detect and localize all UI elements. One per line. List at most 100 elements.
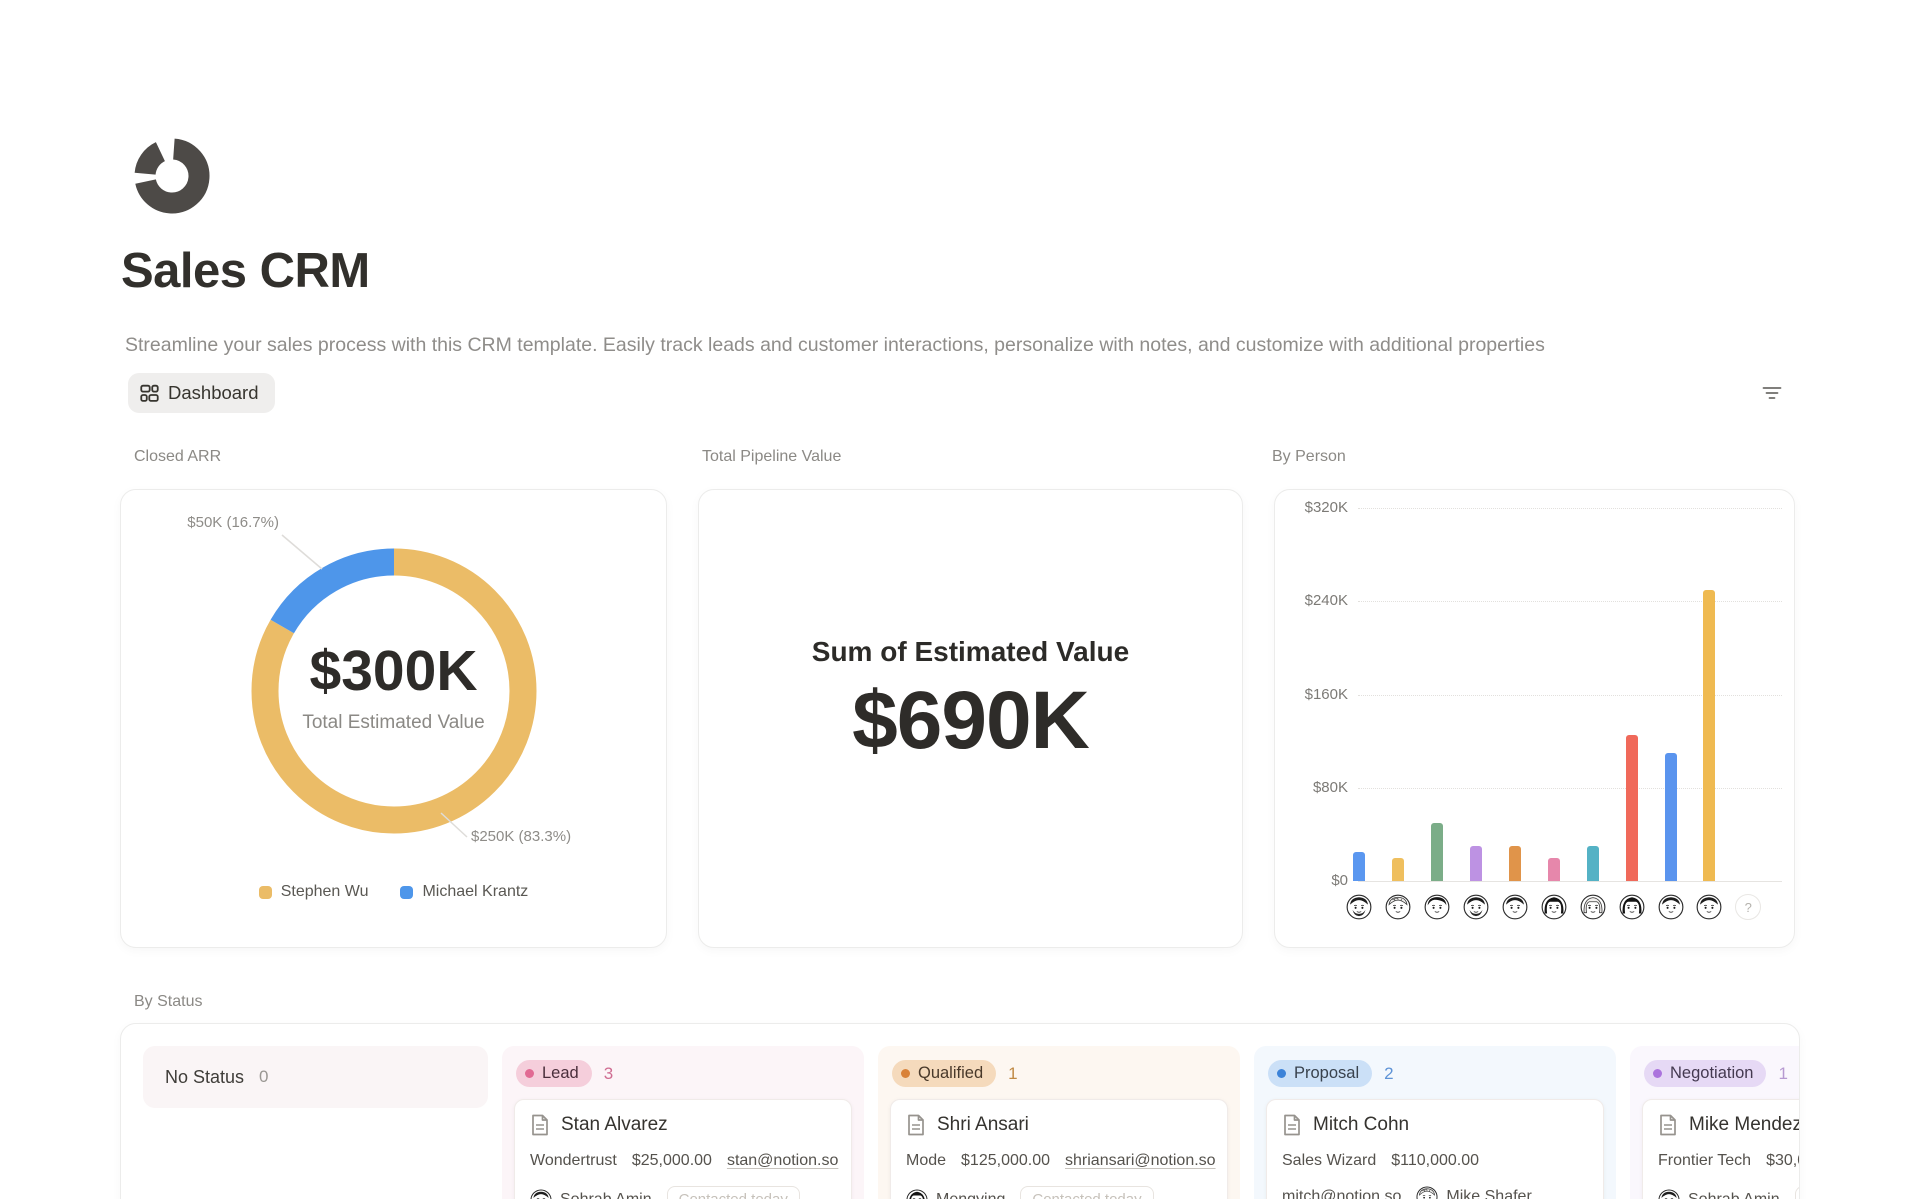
person-name: Sohrab Amin [1688, 1190, 1780, 1199]
by-person-card: $0 $80K $160K $240K $320K? [1274, 489, 1795, 948]
column-count: 3 [603, 1063, 614, 1083]
person-avatar [1416, 1186, 1438, 1199]
kanban-column-no-status[interactable]: No Status 0 [143, 1046, 488, 1108]
x-axis-avatar [1541, 894, 1567, 920]
legend-swatch [400, 885, 414, 899]
legend-swatch [258, 885, 272, 899]
page-title: Sales CRM [121, 244, 370, 298]
bar-person-10 [1703, 589, 1716, 881]
column-count: 1 [1008, 1063, 1018, 1083]
card-title: Mike Mendez [1689, 1114, 1800, 1135]
person-name: Mengying [936, 1190, 1006, 1199]
x-axis-avatar [1385, 894, 1411, 920]
card-property: Wondertrust [530, 1152, 617, 1169]
donut-total-label: Total Estimated Value [302, 712, 485, 733]
column-header[interactable]: Negotiation 1 [1642, 1058, 1799, 1099]
crm-card-stan-alvarez[interactable]: Stan Alvarez Wondertrust $25,000.00 stan@no… [514, 1099, 852, 1199]
status-badge[interactable]: Qualified [892, 1060, 997, 1087]
filter-button[interactable] [1756, 379, 1788, 407]
column-count: 0 [259, 1067, 269, 1086]
page-icon [908, 1114, 924, 1136]
x-axis-avatar [1658, 894, 1684, 920]
bar-person-1 [1353, 851, 1366, 881]
status-label: Proposal [1294, 1064, 1360, 1082]
status-dot-icon [901, 1069, 910, 1078]
bar-person-6 [1547, 857, 1560, 881]
card-activity-pill[interactable]: Contacted today [1794, 1186, 1799, 1199]
bar-person-5 [1508, 846, 1521, 881]
x-axis-avatar [1619, 894, 1645, 920]
legend-label: Stephen Wu [280, 883, 369, 900]
legend-item: Michael Krantz [400, 883, 528, 901]
by-status-label: By Status [134, 993, 203, 1010]
page-icon [1660, 1114, 1676, 1136]
x-axis-avatar [1696, 894, 1722, 920]
bar-person-8 [1625, 735, 1638, 881]
page-icon [532, 1114, 548, 1136]
y-axis-tick-label: $320K [1304, 499, 1348, 517]
status-dot-icon [525, 1069, 534, 1078]
page-description: Streamline your sales process with this … [125, 334, 1545, 356]
legend-item: Stephen Wu [258, 883, 369, 901]
gridline [1358, 881, 1782, 882]
card-title: Mitch Cohn [1313, 1114, 1410, 1135]
column-count: 2 [1384, 1063, 1394, 1083]
by-status-board: No Status 0 Lead 3 Stan Alvarez Wondertrust $2… [120, 1023, 1800, 1199]
closed-arr-label: Closed ARR [134, 448, 222, 465]
card-property: Mode [906, 1152, 947, 1169]
column-header[interactable]: Qualified 1 [890, 1058, 1228, 1099]
bar-person-2 [1392, 857, 1405, 881]
person-avatar [906, 1188, 928, 1199]
card-activity-pill[interactable]: Contacted today [666, 1186, 800, 1199]
status-badge[interactable]: Negotiation [1644, 1060, 1767, 1087]
status-badge[interactable]: Lead [516, 1060, 592, 1087]
tab-dashboard[interactable]: Dashboard [128, 373, 275, 413]
crm-card-shri-ansari[interactable]: Shri Ansari Mode $125,000.00 shriansari@not… [890, 1099, 1228, 1199]
donut-callout-michael: $50K (16.7%) [187, 514, 279, 531]
status-badge[interactable]: Proposal [1268, 1060, 1373, 1087]
card-property: $110,000.00 [1391, 1152, 1480, 1169]
person-name: Mike Shafer [1446, 1188, 1532, 1199]
x-axis-avatar [1346, 894, 1372, 920]
status-label: Lead [542, 1064, 579, 1082]
y-axis-tick-label: $160K [1304, 685, 1348, 703]
column-header[interactable]: Lead 3 [514, 1058, 852, 1099]
donut-callout-lines [281, 534, 468, 838]
bar-person-4 [1470, 846, 1482, 881]
card-email-link[interactable]: shriansari@notion.so [1065, 1152, 1216, 1169]
column-header[interactable]: Proposal 2 [1266, 1058, 1604, 1099]
x-axis-avatar [1463, 894, 1489, 920]
kanban-column-lead: Lead 3 Stan Alvarez Wondertrust $25,000.00 st… [502, 1046, 864, 1199]
gridline [1358, 694, 1782, 696]
board-view-icon [140, 384, 159, 402]
sales-crm-logo-donut-icon [134, 138, 210, 214]
kanban-column-negotiation: Negotiation 1 Mike Mendez Frontier Tech $30,… [1630, 1046, 1800, 1199]
card-email-link[interactable]: mitch@notion.so [1282, 1188, 1402, 1199]
pipeline-metric-label: Sum of Estimated Value [811, 636, 1130, 667]
donut-legend: Stephen Wu Michael Krantz [121, 883, 666, 901]
page-icon [1284, 1114, 1300, 1136]
status-label: Negotiation [1670, 1064, 1754, 1082]
kanban-column-qualified: Qualified 1 Shri Ansari Mode $125,000.00 shri… [878, 1046, 1240, 1199]
kanban-column-proposal: Proposal 2 Mitch Cohn Sales Wizard $110,000.… [1254, 1046, 1616, 1199]
crm-card-mike-mendez[interactable]: Mike Mendez Frontier Tech $30,000.00 Sohrab… [1642, 1099, 1800, 1199]
gridline [1358, 601, 1782, 603]
y-axis-tick-label: $80K [1312, 778, 1348, 796]
card-activity-pill[interactable]: Contacted today [1020, 1186, 1154, 1199]
crm-card-mitch-cohn[interactable]: Mitch Cohn Sales Wizard $110,000.00 mitch@n… [1266, 1099, 1604, 1199]
card-email-link[interactable]: stan@notion.so [726, 1152, 839, 1169]
x-axis-unassigned: ? [1735, 894, 1762, 920]
x-axis-avatar [1502, 894, 1528, 920]
gridline [1358, 787, 1782, 789]
y-axis-tick-label: $0 [1331, 872, 1348, 889]
card-person: Sohrab Amin [530, 1188, 652, 1199]
kanban-track: No Status 0 Lead 3 Stan Alvarez Wondertrust $2… [143, 1046, 1799, 1199]
card-person: Sohrab Amin [1658, 1188, 1780, 1199]
card-property: Frontier Tech [1658, 1152, 1752, 1169]
card-property: $125,000.00 [961, 1152, 1051, 1169]
status-dot-icon [1653, 1069, 1662, 1078]
x-axis-avatar [1424, 894, 1450, 920]
tab-dashboard-label: Dashboard [168, 382, 259, 403]
bar-person-9 [1664, 752, 1677, 881]
donut-callout-stephen: $250K (83.3%) [471, 828, 572, 845]
